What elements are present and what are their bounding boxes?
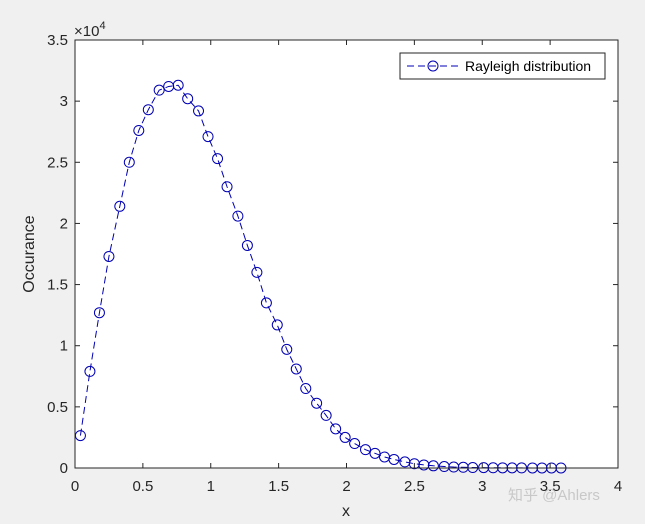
y-tick-label: 3 xyxy=(60,93,68,110)
x-tick-label: 3 xyxy=(478,478,486,495)
data-point-marker xyxy=(360,444,371,456)
y-tick-label: 2 xyxy=(60,215,68,232)
legend-marker-swatch xyxy=(427,60,439,72)
data-point-marker xyxy=(123,156,135,168)
y-tick-label: 0.5 xyxy=(47,399,68,416)
data-point-marker xyxy=(84,365,96,377)
data-point-marker xyxy=(388,453,400,465)
y-exponent-power: 4 xyxy=(99,20,105,32)
y-axis-label: Occurance xyxy=(21,215,38,292)
data-point-marker xyxy=(221,181,233,193)
x-tick-label: 2 xyxy=(342,478,350,495)
data-point-marker xyxy=(241,239,253,251)
data-point-marker xyxy=(260,297,272,309)
y-tick-label: 1.5 xyxy=(47,277,68,294)
legend: Rayleigh distribution xyxy=(399,52,606,80)
data-point-marker xyxy=(311,397,323,409)
data-point-marker xyxy=(212,153,224,165)
data-point-marker xyxy=(142,104,154,116)
data-point-marker xyxy=(320,409,332,421)
y-tick-label: 3.5 xyxy=(47,32,68,49)
y-exponent-label: ×104 xyxy=(74,20,106,40)
data-point-marker xyxy=(271,319,283,331)
x-tick-label: 1.5 xyxy=(268,478,289,495)
data-point-marker xyxy=(349,438,361,450)
data-point-marker xyxy=(172,79,184,91)
data-point-marker xyxy=(193,105,205,117)
data-point-marker xyxy=(202,131,214,143)
x-tick-label: 0 xyxy=(71,478,79,495)
x-tick-label: 2.5 xyxy=(404,478,425,495)
x-tick-label: 0.5 xyxy=(132,478,153,495)
data-point-marker xyxy=(251,266,263,278)
x-axis-label: x xyxy=(342,503,350,520)
x-tick-label: 3.5 xyxy=(540,478,561,495)
y-tick-label: 2.5 xyxy=(47,154,68,171)
watermark: 知乎 @Ahlers xyxy=(508,487,600,504)
series-line xyxy=(79,84,561,469)
data-point-marker xyxy=(182,93,194,105)
y-tick-label: 0 xyxy=(60,460,68,477)
data-point-marker xyxy=(300,383,312,395)
plot-area xyxy=(75,40,618,468)
y-tick-label: 1 xyxy=(60,338,68,355)
data-point-marker xyxy=(330,423,342,435)
data-point-marker xyxy=(290,363,302,375)
x-tick-label: 1 xyxy=(207,478,215,495)
data-point-marker xyxy=(339,431,351,443)
data-point-marker xyxy=(427,460,439,472)
data-point-marker xyxy=(114,200,126,212)
data-point-marker xyxy=(369,447,381,459)
legend-entry-label: Rayleigh distribution xyxy=(465,58,591,74)
x-tick-label: 4 xyxy=(614,478,622,495)
ticks-layer: 0 0.5 1 1.5 2 2.5 3 3.5 4 0 0.5 1 1.5 2 2.5 3 3.5 xyxy=(47,32,622,495)
data-point-marker xyxy=(153,84,165,96)
data-point-marker xyxy=(103,250,115,262)
data-point-marker xyxy=(133,124,145,136)
data-point-marker xyxy=(93,307,105,319)
data-point-marker xyxy=(281,343,293,355)
data-point-marker xyxy=(232,210,244,222)
